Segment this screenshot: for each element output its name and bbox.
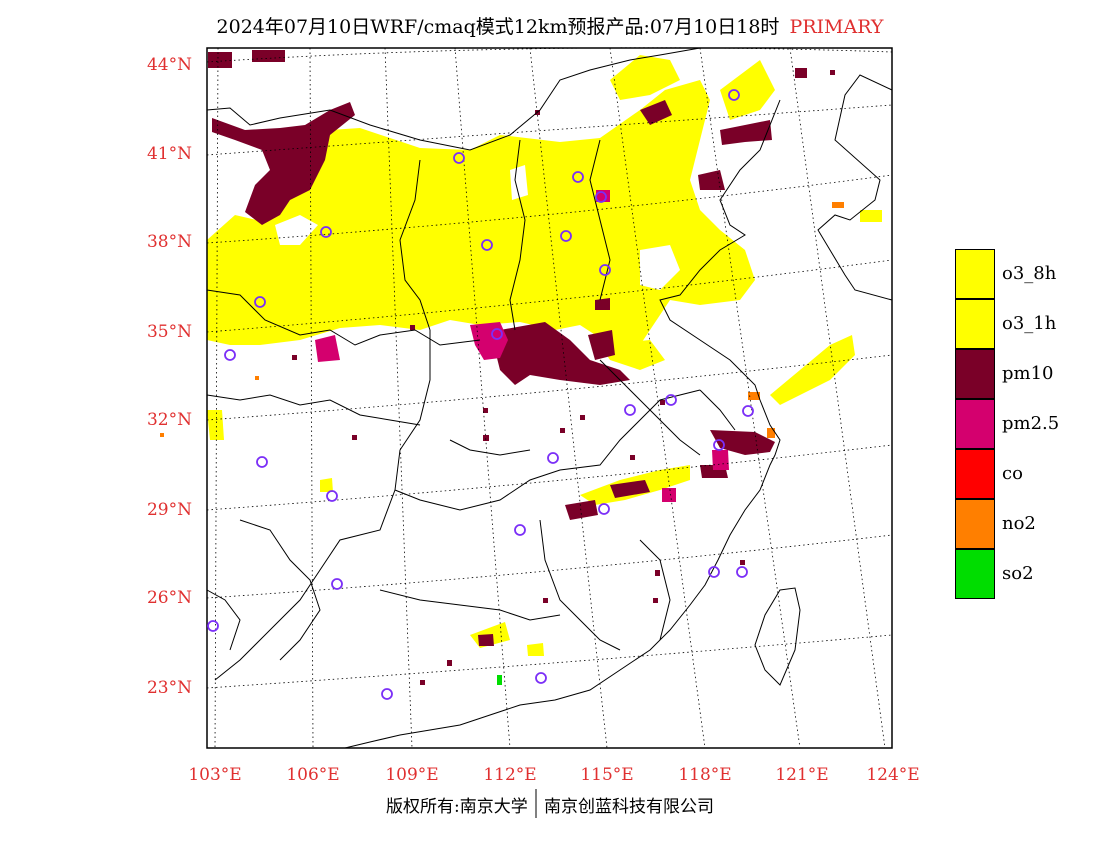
legend-label-so2: so2 xyxy=(1002,563,1034,584)
lon-label-109: 109°E xyxy=(385,765,439,785)
lat-label-41: 41°N xyxy=(146,144,192,164)
legend-co: co xyxy=(955,449,1095,499)
station-markers xyxy=(207,89,754,700)
pm10-region xyxy=(208,50,775,646)
legend-no2: no2 xyxy=(955,499,1095,549)
copyright-left: 版权所有:南京大学 xyxy=(386,797,528,817)
legend-pm25: pm2.5 xyxy=(955,399,1095,449)
title-main: 2024年07月10日WRF/cmaq模式12km预报产品:07月10日18时 xyxy=(216,16,780,38)
lon-label-103: 103°E xyxy=(188,765,242,785)
no2-region xyxy=(160,202,844,438)
legend-swatch-no2 xyxy=(955,499,995,549)
lon-label-115: 115°E xyxy=(580,765,634,785)
title-primary-tag: PRIMARY xyxy=(789,16,884,38)
lat-label-32: 32°N xyxy=(146,410,192,430)
legend-swatch-so2 xyxy=(955,549,995,599)
lat-label-26: 26°N xyxy=(146,588,192,608)
copyright-right: 南京创蓝科技有限公司 xyxy=(543,797,714,817)
legend-swatch-pm25 xyxy=(955,399,995,449)
legend-label-no2: no2 xyxy=(1002,513,1036,534)
lat-label-23: 23°N xyxy=(146,678,192,698)
o3-region xyxy=(207,55,882,656)
pm25-region xyxy=(315,190,729,502)
copyright: 版权所有:南京大学 南京创蓝科技有限公司 xyxy=(0,792,1100,817)
legend-label-pm10: pm10 xyxy=(1002,363,1054,384)
legend-swatch-co xyxy=(955,449,995,499)
lon-label-121: 121°E xyxy=(775,765,829,785)
map-title: 2024年07月10日WRF/cmaq模式12km预报产品:07月10日18时 P… xyxy=(0,12,1100,39)
legend-swatch-o3-1h xyxy=(955,299,995,349)
legend-pm10: pm10 xyxy=(955,349,1095,399)
legend-swatch-o3-8h xyxy=(955,249,995,299)
lon-label-124: 124°E xyxy=(866,765,920,785)
legend-so2: so2 xyxy=(955,549,1095,599)
legend-label-o3-1h: o3_1h xyxy=(1002,313,1057,334)
lon-label-106: 106°E xyxy=(286,765,340,785)
lat-label-35: 35°N xyxy=(146,322,192,342)
legend-o3-1h: o3_1h xyxy=(955,299,1095,349)
legend-label-co: co xyxy=(1002,463,1023,484)
lat-label-38: 38°N xyxy=(146,232,192,252)
legend-label-o3-8h: o3_8h xyxy=(1002,263,1057,284)
lon-label-118: 118°E xyxy=(678,765,732,785)
lat-label-29: 29°N xyxy=(146,500,192,520)
map-frame xyxy=(206,47,893,749)
graticule xyxy=(206,47,893,749)
legend-o3-8h: o3_8h xyxy=(955,249,1095,299)
boundaries xyxy=(206,47,893,749)
lon-label-112: 112°E xyxy=(483,765,537,785)
lat-label-44: 44°N xyxy=(146,55,192,75)
so2-region xyxy=(497,675,502,685)
legend-label-pm25: pm2.5 xyxy=(1002,413,1060,434)
legend-swatch-pm10 xyxy=(955,349,995,399)
